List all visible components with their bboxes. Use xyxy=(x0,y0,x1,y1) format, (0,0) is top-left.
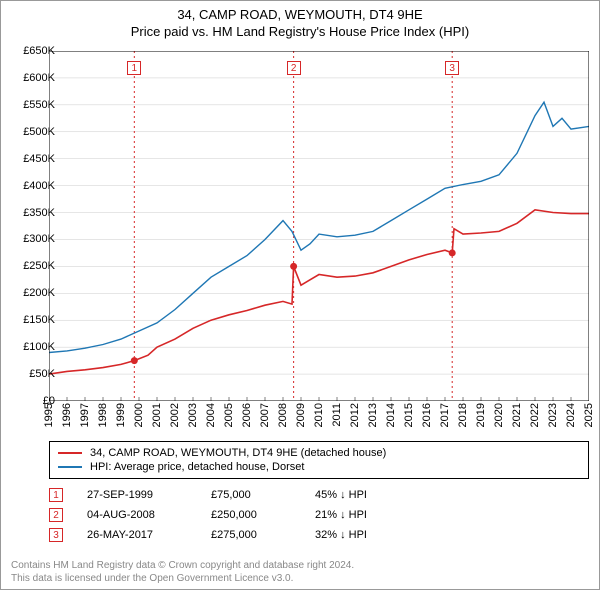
legend-box: 34, CAMP ROAD, WEYMOUTH, DT4 9HE (detach… xyxy=(49,441,589,479)
y-tick-label: £650K xyxy=(23,45,55,57)
x-tick-label: 1999 xyxy=(115,403,127,427)
y-tick-label: £100K xyxy=(23,341,55,353)
x-tick-label: 2002 xyxy=(169,403,181,427)
transaction-diff: 32% ↓ HPI xyxy=(315,529,415,541)
legend-label: HPI: Average price, detached house, Dors… xyxy=(90,461,304,473)
y-tick-label: £450K xyxy=(23,153,55,165)
x-tick-label: 2010 xyxy=(313,403,325,427)
y-tick-label: £550K xyxy=(23,99,55,111)
legend-swatch xyxy=(58,452,82,454)
footer-line-1: Contains HM Land Registry data © Crown c… xyxy=(11,559,354,572)
y-tick-label: £600K xyxy=(23,72,55,84)
x-tick-label: 2023 xyxy=(547,403,559,427)
x-tick-label: 2024 xyxy=(565,403,577,427)
y-tick-label: £200K xyxy=(23,287,55,299)
x-tick-label: 2001 xyxy=(151,403,163,427)
x-tick-label: 2008 xyxy=(277,403,289,427)
x-tick-label: 2017 xyxy=(439,403,451,427)
x-tick-label: 1998 xyxy=(97,403,109,427)
x-tick-label: 2009 xyxy=(295,403,307,427)
y-tick-label: £500K xyxy=(23,126,55,138)
x-tick-label: 2013 xyxy=(367,403,379,427)
transaction-row: 2 04-AUG-2008 £250,000 21% ↓ HPI xyxy=(49,505,415,525)
legend-item: 34, CAMP ROAD, WEYMOUTH, DT4 9HE (detach… xyxy=(58,446,580,460)
x-tick-label: 2016 xyxy=(421,403,433,427)
transaction-price: £75,000 xyxy=(211,489,291,501)
transaction-marker: 1 xyxy=(49,488,63,502)
event-marker-1: 1 xyxy=(127,61,141,75)
x-tick-label: 2004 xyxy=(205,403,217,427)
legend-item: HPI: Average price, detached house, Dors… xyxy=(58,460,580,474)
x-tick-label: 2018 xyxy=(457,403,469,427)
x-tick-label: 2015 xyxy=(403,403,415,427)
x-tick-label: 2007 xyxy=(259,403,271,427)
legend-swatch xyxy=(58,466,82,468)
x-tick-label: 1996 xyxy=(61,403,73,427)
chart-title: 34, CAMP ROAD, WEYMOUTH, DT4 9HE xyxy=(1,1,599,22)
transaction-table: 1 27-SEP-1999 £75,000 45% ↓ HPI 2 04-AUG-2008… xyxy=(49,485,415,545)
footer-attribution: Contains HM Land Registry data © Crown c… xyxy=(11,559,354,585)
transaction-row: 3 26-MAY-2017 £275,000 32% ↓ HPI xyxy=(49,525,415,545)
y-tick-label: £150K xyxy=(23,314,55,326)
x-tick-label: 2003 xyxy=(187,403,199,427)
transaction-date: 04-AUG-2008 xyxy=(87,509,187,521)
transaction-price: £275,000 xyxy=(211,529,291,541)
x-tick-label: 1995 xyxy=(43,403,55,427)
x-tick-label: 2020 xyxy=(493,403,505,427)
x-tick-label: 2019 xyxy=(475,403,487,427)
y-tick-label: £300K xyxy=(23,233,55,245)
event-marker-2: 2 xyxy=(287,61,301,75)
legend-label: 34, CAMP ROAD, WEYMOUTH, DT4 9HE (detach… xyxy=(90,447,386,459)
x-tick-label: 2014 xyxy=(385,403,397,427)
transaction-diff: 45% ↓ HPI xyxy=(315,489,415,501)
x-tick-label: 2000 xyxy=(133,403,145,427)
y-tick-label: £400K xyxy=(23,180,55,192)
x-tick-label: 2012 xyxy=(349,403,361,427)
transaction-price: £250,000 xyxy=(211,509,291,521)
x-tick-label: 2021 xyxy=(511,403,523,427)
transaction-marker: 2 xyxy=(49,508,63,522)
transaction-date: 27-SEP-1999 xyxy=(87,489,187,501)
y-tick-label: £350K xyxy=(23,207,55,219)
transaction-marker: 3 xyxy=(49,528,63,542)
x-tick-label: 2006 xyxy=(241,403,253,427)
transaction-date: 26-MAY-2017 xyxy=(87,529,187,541)
x-tick-label: 2011 xyxy=(331,403,343,427)
transaction-row: 1 27-SEP-1999 £75,000 45% ↓ HPI xyxy=(49,485,415,505)
x-tick-label: 1997 xyxy=(79,403,91,427)
event-marker-3: 3 xyxy=(445,61,459,75)
x-tick-label: 2025 xyxy=(583,403,595,427)
chart-container: 34, CAMP ROAD, WEYMOUTH, DT4 9HE Price p… xyxy=(0,0,600,590)
transaction-diff: 21% ↓ HPI xyxy=(315,509,415,521)
chart-subtitle: Price paid vs. HM Land Registry's House … xyxy=(1,22,599,39)
x-tick-label: 2022 xyxy=(529,403,541,427)
x-tick-label: 2005 xyxy=(223,403,235,427)
y-tick-label: £50K xyxy=(29,368,55,380)
y-tick-label: £250K xyxy=(23,260,55,272)
line-chart xyxy=(49,51,589,401)
footer-line-2: This data is licensed under the Open Gov… xyxy=(11,572,354,585)
